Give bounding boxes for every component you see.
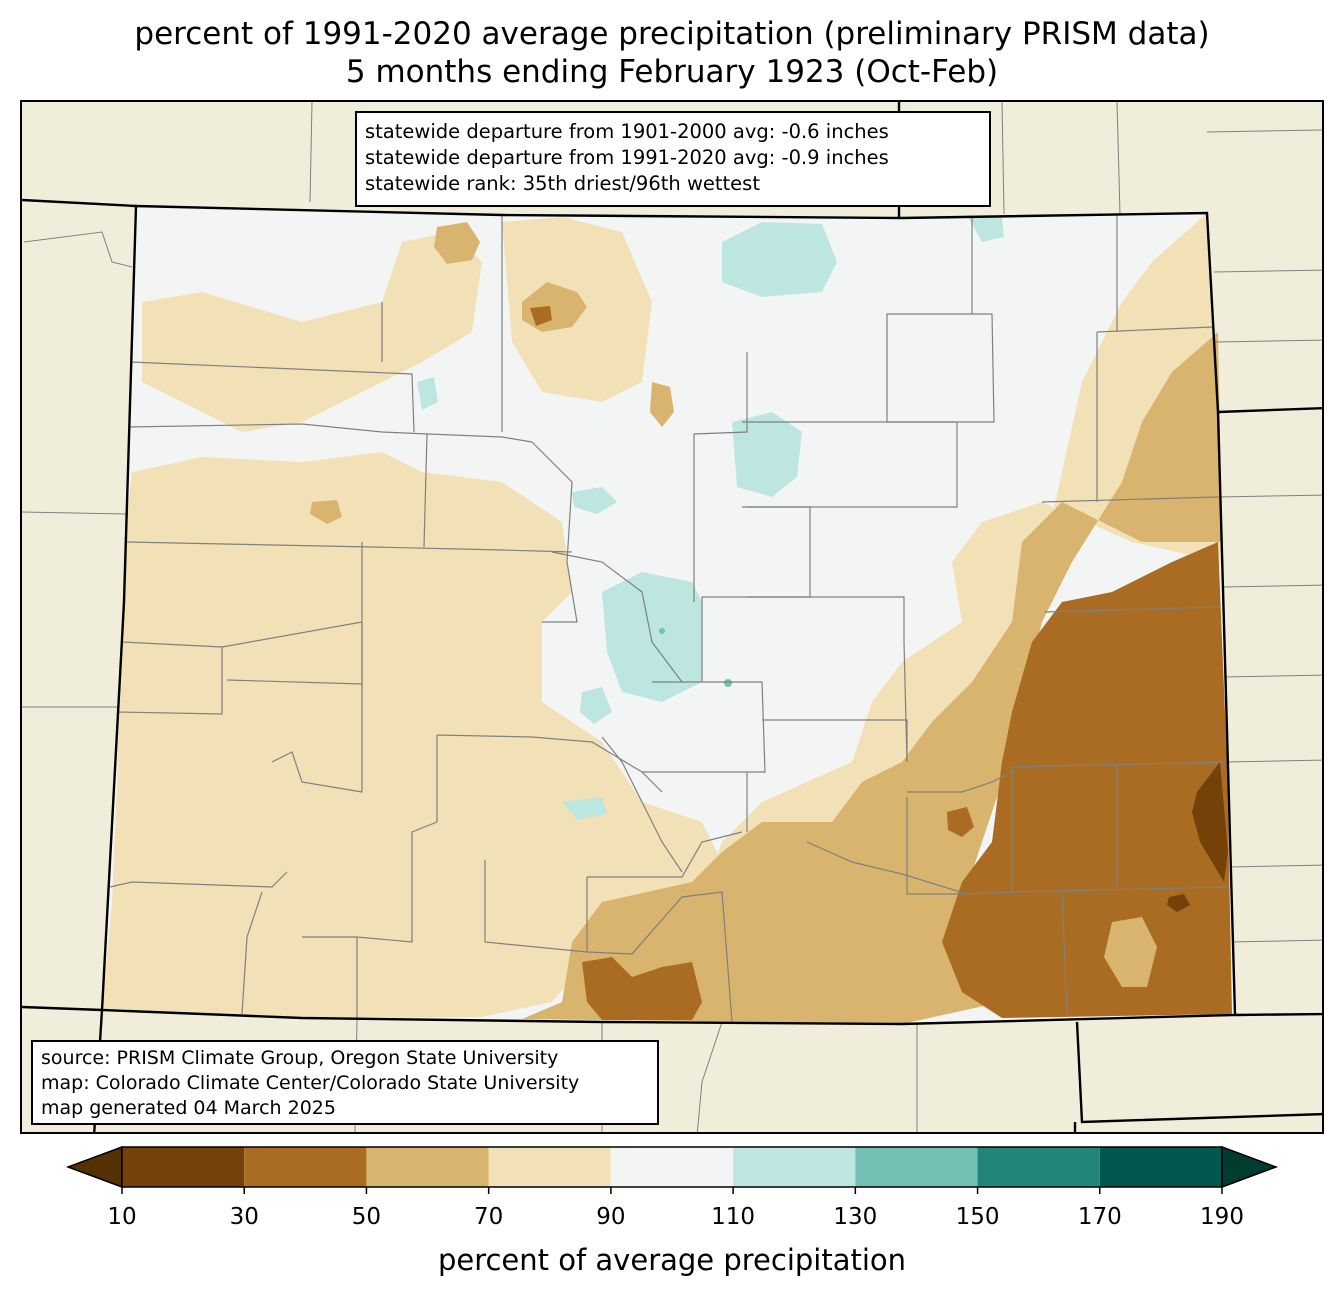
source-map-credit: map: Colorado Climate Center/Colorado St… bbox=[41, 1072, 580, 1094]
colorbar-tick-label: 150 bbox=[955, 1204, 1000, 1230]
colorbar-tick-label: 10 bbox=[107, 1204, 137, 1230]
source-generated-date: map generated 04 March 2025 bbox=[41, 1097, 336, 1119]
precip-zone-30-50 bbox=[530, 306, 1232, 1020]
colorbar bbox=[65, 1145, 1279, 1194]
colorbar-bin-70-90 bbox=[488, 1147, 611, 1187]
stats-departure-1991-2020: statewide departure from 1991-2020 avg: … bbox=[365, 146, 889, 169]
colorbar-tick-label: 50 bbox=[351, 1204, 382, 1230]
colorbar-bin-30-50 bbox=[244, 1147, 367, 1187]
statewide-stats-box: statewide departure from 1901-2000 avg: … bbox=[355, 111, 991, 207]
map-title-line1: percent of 1991-2020 average precipitati… bbox=[134, 16, 1210, 52]
source-prism: source: PRISM Climate Group, Oregon Stat… bbox=[41, 1047, 559, 1069]
colorbar-bin-90-110 bbox=[610, 1147, 734, 1187]
precip-zone-50-70-patch bbox=[1104, 917, 1157, 987]
colorbar-bin-10-30 bbox=[122, 1147, 245, 1187]
colorbar-bin-130-150 bbox=[855, 1147, 978, 1187]
colorbar-extend-low bbox=[65, 1145, 123, 1189]
colorbar-tick-label: 70 bbox=[474, 1204, 504, 1230]
colorbar-bin-170-190 bbox=[1099, 1147, 1222, 1187]
source-box: source: PRISM Climate Group, Oregon Stat… bbox=[31, 1040, 659, 1125]
county-boundaries bbox=[109, 213, 1228, 1023]
colorbar-label: percent of average precipitation bbox=[437, 1243, 907, 1277]
colorbar-tick-label: 30 bbox=[229, 1204, 259, 1230]
colorbar-tick-label: 130 bbox=[833, 1204, 878, 1230]
map-panel bbox=[20, 100, 1324, 1134]
colorbar-tick-label: 190 bbox=[1200, 1204, 1244, 1230]
colorbar-tick-label: 170 bbox=[1077, 1204, 1122, 1230]
precip-zone-10-30 bbox=[1167, 762, 1228, 912]
stats-departure-1901-2000: statewide departure from 1901-2000 avg: … bbox=[365, 120, 889, 143]
colorbar-bin-150-170 bbox=[977, 1147, 1100, 1187]
colorbar-tick-label: 110 bbox=[711, 1204, 756, 1230]
colorbar-border bbox=[121, 1146, 1223, 1188]
colorbar-tick-label: 90 bbox=[596, 1204, 626, 1230]
map-title-line2: 5 months ending February 1923 (Oct-Feb) bbox=[345, 54, 999, 90]
precip-zone-110-130 bbox=[417, 215, 1004, 820]
precip-zone-130-150 bbox=[659, 628, 732, 687]
colorbar-bin-110-130 bbox=[733, 1147, 856, 1187]
colorbar-extend-high bbox=[1221, 1145, 1279, 1189]
precipitation-map bbox=[22, 102, 1322, 1132]
stats-rank: statewide rank: 35th driest/96th wettest bbox=[365, 172, 760, 195]
colorbar-bin-50-70 bbox=[366, 1147, 489, 1187]
neighbor-county-lines bbox=[22, 102, 1322, 1132]
